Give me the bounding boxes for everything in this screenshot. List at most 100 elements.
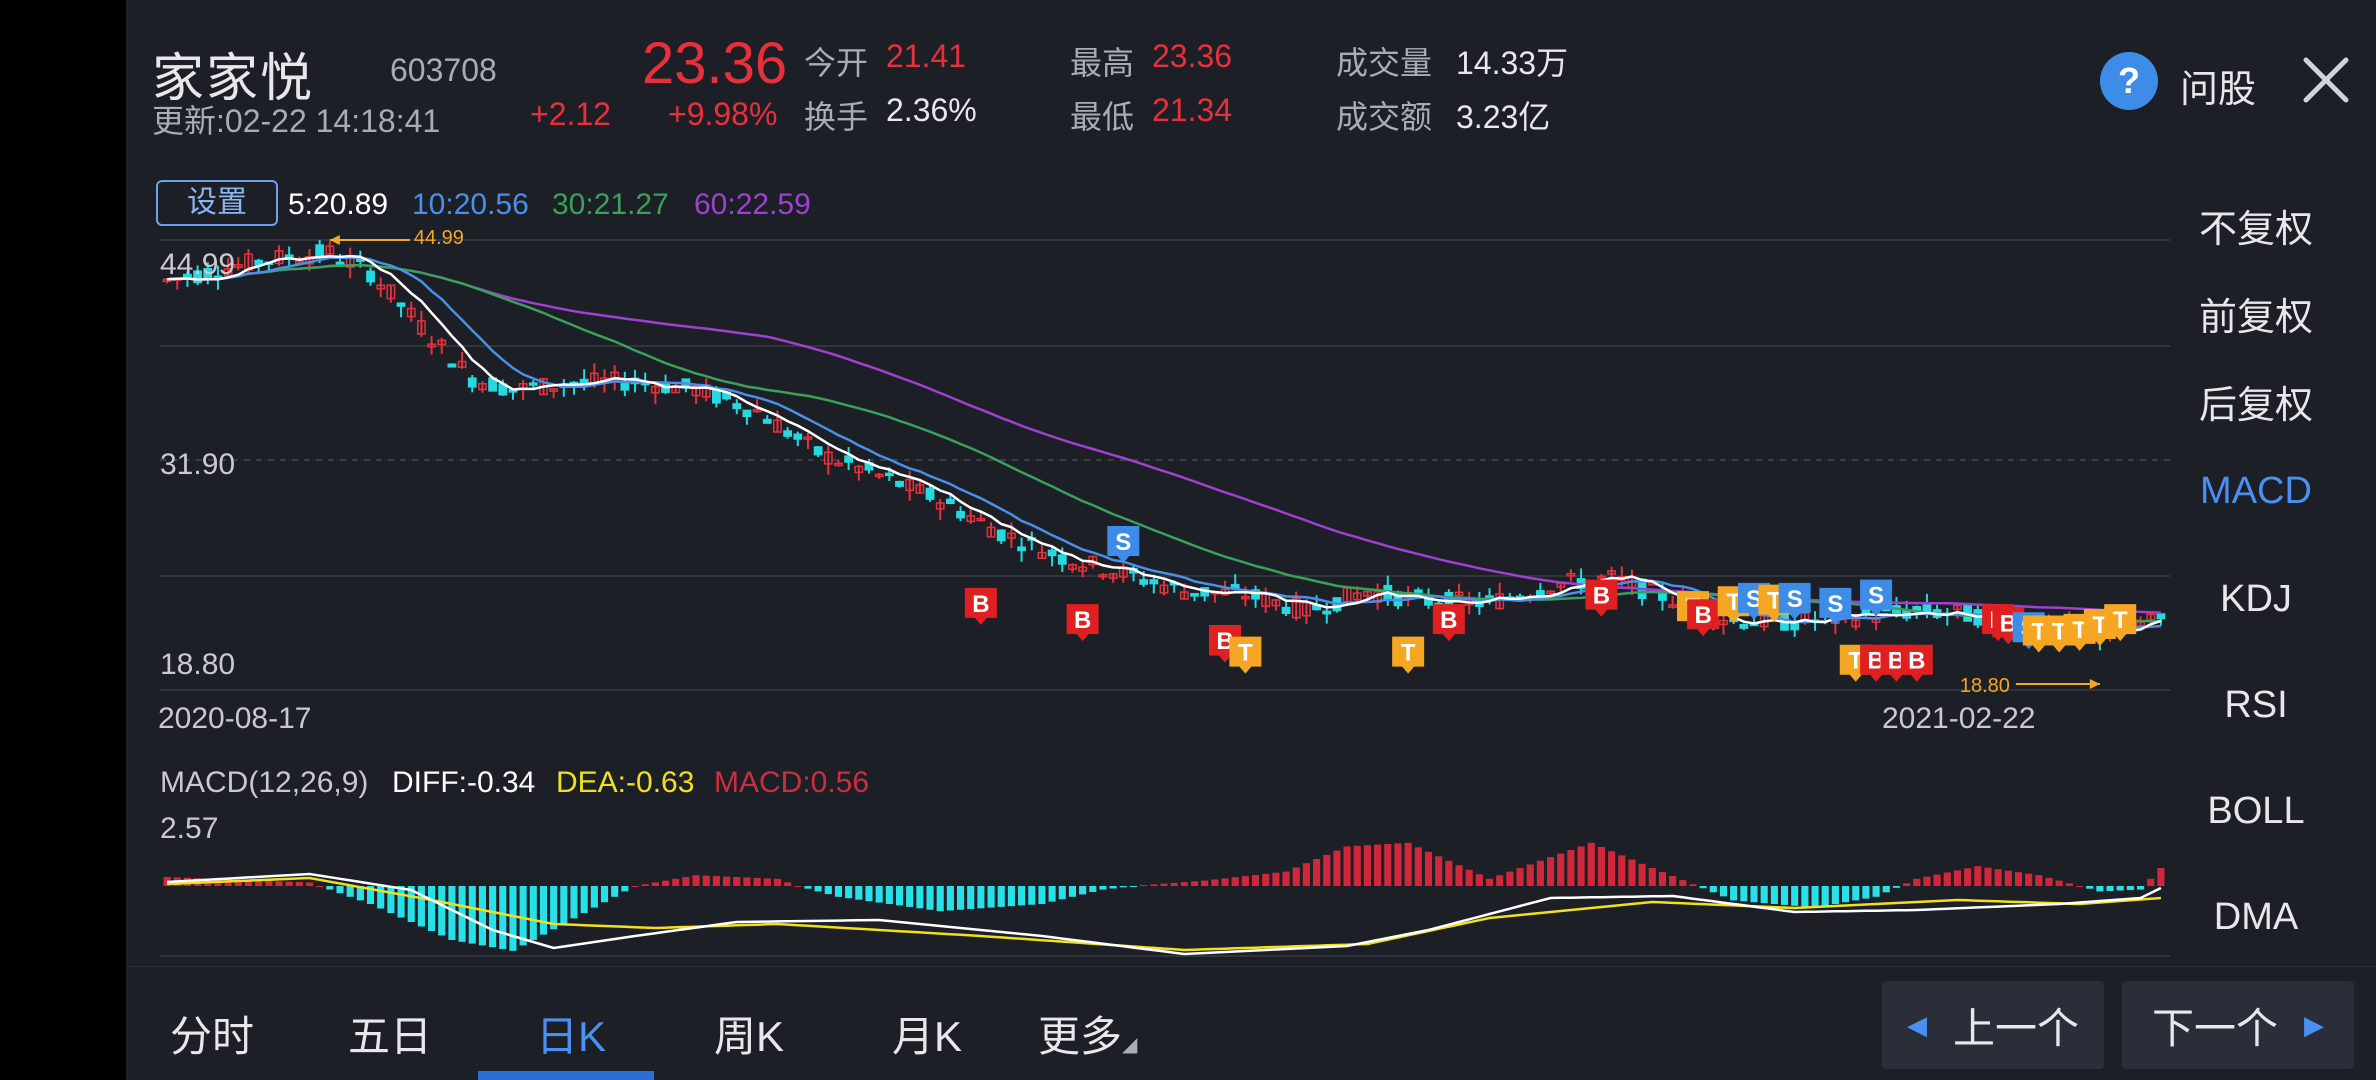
macd-bar [2086, 886, 2093, 889]
signal-letter: T [2113, 607, 2128, 634]
tab-weekly-k[interactable]: 周K [714, 1003, 784, 1064]
candle-body [957, 512, 964, 518]
macd-bar [1944, 873, 1951, 887]
menu-dma[interactable]: DMA [2156, 896, 2356, 939]
macd-bar [2035, 875, 2042, 886]
prev-stock-button[interactable]: ◀ 上一个 [1882, 981, 2104, 1069]
candle-body [733, 404, 740, 409]
menu-kdj[interactable]: KDJ [2156, 578, 2356, 621]
macd-bar [621, 886, 628, 891]
macd-diff: DIFF:-0.34 [392, 766, 535, 800]
tab-intraday[interactable]: 分时 [170, 1003, 254, 1064]
macd-bar [1079, 886, 1086, 894]
candle-body [581, 380, 588, 383]
macd-bar [977, 886, 984, 908]
candle-body [1740, 625, 1747, 628]
macd-bar [1262, 874, 1269, 886]
macd-bar [520, 886, 527, 945]
macd-bar [1832, 886, 1839, 904]
macd-bar [2015, 872, 2022, 886]
macd-bar [1639, 864, 1646, 886]
next-stock-button[interactable]: 下一个 ▶ [2122, 981, 2354, 1069]
macd-bar [469, 886, 476, 944]
tab-five-day[interactable]: 五日 [348, 1003, 432, 1064]
macd-bar [642, 884, 649, 886]
macd-bar [1364, 845, 1371, 886]
ask-stock-button[interactable]: 问股 [2180, 58, 2256, 113]
macd-bar [1883, 886, 1890, 892]
candle-body [1323, 611, 1330, 613]
menu-forward-adjust[interactable]: 前复权 [2156, 286, 2356, 341]
macd-bar [1303, 863, 1310, 886]
menu-rsi[interactable]: RSI [2156, 684, 2356, 727]
macd-bar [1740, 886, 1747, 901]
macd-bar [764, 878, 771, 886]
macd-bar [1201, 881, 1208, 886]
macd-bar [1811, 886, 1818, 908]
macd-bar [835, 886, 842, 897]
macd-bar [1537, 861, 1544, 886]
macd-bar [865, 886, 872, 901]
macd-bar [1445, 861, 1452, 886]
macd-bar [1242, 876, 1249, 886]
signal-letter: B [1694, 602, 1711, 629]
candle-body [886, 473, 893, 475]
ma30-label: 30:21.27 [552, 188, 669, 222]
settings-button[interactable]: 设置 [156, 180, 278, 226]
tab-more[interactable]: 更多◢ [1038, 1003, 1137, 1064]
triangle-left-icon: ◀ [1907, 1010, 1927, 1041]
macd-bar [916, 886, 923, 908]
menu-macd[interactable]: MACD [2156, 470, 2356, 513]
macd-bar [1608, 851, 1615, 886]
triangle-down-icon: ◢ [1122, 1034, 1137, 1056]
next-stock-label: 下一个 [2152, 995, 2278, 1056]
candle-body [784, 431, 791, 436]
macd-bar [652, 882, 659, 886]
menu-no-adjust[interactable]: 不复权 [2156, 198, 2356, 253]
y-axis-bottom: 18.80 [160, 648, 235, 682]
signal-letter: T [1238, 640, 1253, 667]
macd-bar [1191, 881, 1198, 886]
menu-boll[interactable]: BOLL [2156, 790, 2356, 833]
macd-bar [631, 886, 638, 887]
macd-bar [601, 886, 608, 902]
candle-body [926, 488, 933, 499]
macd-bar [479, 886, 486, 945]
macd-bar [1455, 865, 1462, 886]
signal-marker: B [1901, 645, 1933, 682]
macd-bar [1140, 885, 1147, 886]
macd-bar [1689, 884, 1696, 886]
macd-bar [1415, 847, 1422, 886]
macd-bar [418, 886, 425, 927]
macd-bar [906, 886, 913, 907]
macd-bar [2076, 886, 2083, 887]
macd-bar [1567, 850, 1574, 886]
macd-bar [2056, 881, 2063, 886]
ma60-label: 60:22.59 [694, 188, 811, 222]
close-icon[interactable] [2294, 48, 2358, 112]
candle-body [845, 456, 852, 462]
signal-marker: B [1433, 604, 1465, 641]
macd-bar [1313, 859, 1320, 886]
candle-body [1059, 555, 1066, 564]
active-tab-indicator [478, 1071, 654, 1080]
macd-bar [1333, 851, 1340, 886]
tab-monthly-k[interactable]: 月K [892, 1003, 962, 1064]
macd-bar [1221, 878, 1228, 886]
macd-bar [1272, 873, 1279, 886]
macd-bar [1771, 886, 1778, 904]
macd-bar [743, 877, 750, 886]
macd-title: MACD(12,26,9) [160, 766, 368, 800]
macd-bar [1171, 883, 1178, 886]
menu-backward-adjust[interactable]: 后复权 [2156, 374, 2356, 429]
macd-bar [2025, 874, 2032, 886]
macd-bar [1120, 886, 1127, 887]
macd-bar [1232, 877, 1239, 886]
candle-body [1913, 607, 1920, 610]
macd-bar [1618, 855, 1625, 886]
ma10-label: 10:20.56 [412, 188, 529, 222]
tab-daily-k[interactable]: 日K [536, 1003, 606, 1064]
macd-bar [1150, 884, 1157, 886]
macd-bar [1984, 868, 1991, 886]
